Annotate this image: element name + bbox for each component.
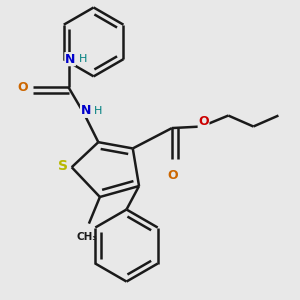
Text: N: N [81, 104, 91, 117]
Text: H: H [79, 54, 87, 64]
Text: O: O [167, 169, 178, 182]
Text: S: S [58, 159, 68, 173]
Text: CH₃: CH₃ [77, 232, 98, 242]
Text: H: H [94, 106, 103, 116]
Text: O: O [198, 115, 209, 128]
Text: O: O [18, 81, 28, 94]
Text: N: N [65, 53, 75, 66]
